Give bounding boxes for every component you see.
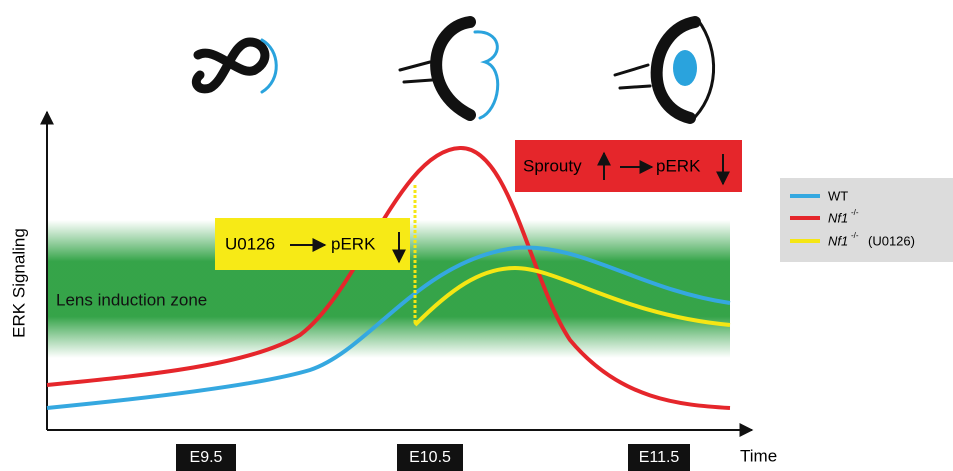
- stage-label: E11.5: [639, 449, 680, 466]
- legend-label: WT: [828, 188, 848, 203]
- inhibitor-target: pERK: [331, 234, 376, 253]
- legend-suffix: (U0126): [868, 233, 915, 248]
- stage-label: E10.5: [409, 449, 451, 466]
- diagram: Lens induction zone ERK Signaling Time E…: [0, 0, 953, 471]
- feedback-inducer: Sprouty: [523, 156, 582, 175]
- eye-icon-e9-5: [196, 40, 276, 92]
- legend-superscript: -/-: [851, 208, 859, 217]
- legend-label: Nf1: [828, 233, 848, 248]
- y-axis-label: ERK Signaling: [9, 228, 28, 338]
- eye-icon-e10-5: [400, 22, 498, 118]
- feedback-target: pERK: [656, 156, 701, 175]
- eye-icon-e11-5: [615, 20, 714, 122]
- stage-label: E9.5: [190, 449, 223, 466]
- legend-label: Nf1: [828, 210, 848, 225]
- x-axis-label: Time: [740, 446, 777, 465]
- zone-label: Lens induction zone: [56, 290, 207, 309]
- inhibitor-drug: U0126: [225, 234, 275, 253]
- legend-superscript: -/-: [851, 231, 859, 240]
